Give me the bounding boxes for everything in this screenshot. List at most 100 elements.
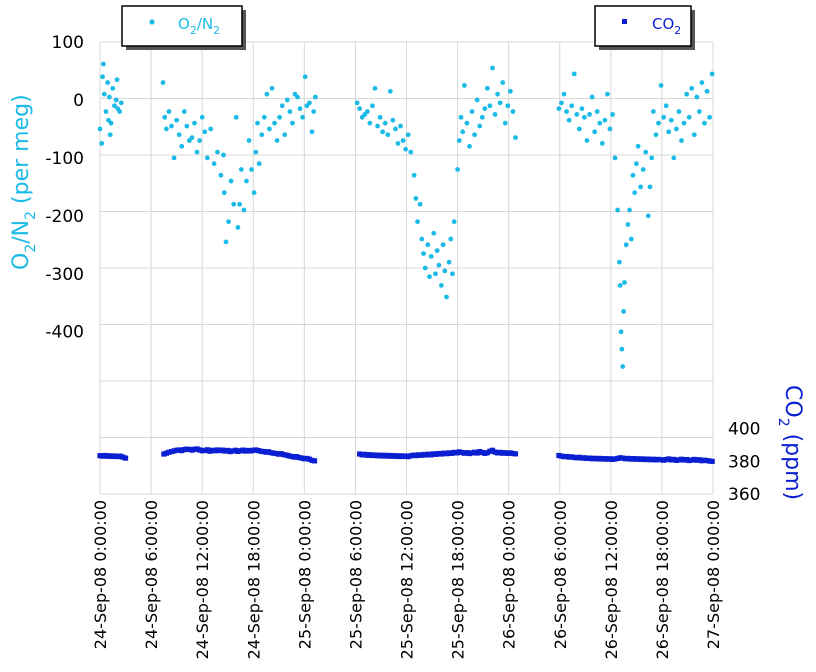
left-axis-ticks: 100 0 -100 -200 -300 -400 [45, 33, 84, 343]
o2n2-point [436, 262, 442, 268]
o2n2-point [671, 155, 677, 161]
o2n2-point [673, 126, 679, 132]
o2n2-point [181, 109, 187, 114]
o2n2-point [357, 106, 363, 112]
o2n2-point [704, 88, 710, 94]
o2n2-point [616, 259, 622, 265]
o2n2-point [477, 123, 483, 129]
x-tick-label: 26-Sep-08 12:00:00 [602, 500, 621, 659]
o2n2-point [439, 282, 444, 288]
o2n2-point [702, 120, 707, 126]
x-tick-label: 25-Sep-08 12:00:00 [398, 500, 417, 659]
legend-o2n2: O2/N2 [121, 5, 246, 50]
o2n2-point [199, 114, 205, 120]
o2n2-point [255, 120, 260, 126]
o2n2-point [272, 120, 277, 126]
o2n2-point [311, 109, 317, 114]
o2n2-point [114, 77, 120, 83]
o2n2-point [367, 120, 373, 126]
o2n2-point [393, 126, 398, 132]
o2n2-point [284, 97, 290, 103]
o2n2-point [421, 251, 426, 256]
o2n2-point [428, 254, 434, 259]
o2n2-point [413, 196, 419, 201]
o2n2-point [643, 149, 649, 155]
o2n2-point [497, 100, 503, 106]
o2n2-point [450, 271, 455, 277]
o2n2-point [382, 120, 388, 126]
x-tick-label: 24-Sep-08 0:00:00 [91, 500, 110, 649]
o2n2-point [251, 190, 257, 196]
o2n2-point [605, 91, 610, 97]
o2n2-point [107, 132, 113, 138]
o2n2-point [385, 132, 391, 138]
o2n2-point [492, 112, 498, 117]
o2n2-point [184, 123, 190, 129]
o2n2-point [117, 109, 122, 114]
o2n2-point [400, 138, 406, 143]
o2n2-point [467, 143, 472, 149]
legend-co2: CO2 [594, 5, 695, 50]
o2n2-point [419, 236, 425, 242]
o2n2-point [434, 248, 440, 254]
o2n2-point [686, 114, 692, 120]
o2n2-point [628, 236, 634, 242]
o2n2-point [461, 83, 467, 88]
o2n2-point [484, 85, 490, 91]
o2n2-point [561, 91, 567, 97]
o2n2-point [455, 167, 460, 172]
o2n2-point [694, 94, 700, 100]
o2n2-point [375, 123, 380, 129]
o2n2-point [458, 114, 464, 120]
o2n2-point [448, 236, 454, 242]
o2n2-point [559, 100, 564, 106]
o2n2-point [451, 219, 457, 225]
o2n2-point [221, 190, 227, 196]
o2n2-point [99, 141, 105, 146]
o2n2-point [574, 112, 580, 117]
o2n2-point [615, 207, 621, 213]
x-tick-label: 26-Sep-08 18:00:00 [653, 500, 672, 659]
o2n2-point [464, 120, 470, 126]
o2n2-point [668, 117, 674, 123]
o2n2-point [256, 161, 262, 167]
o2n2-point [625, 222, 631, 227]
o2n2-point [176, 132, 182, 138]
o2n2-point [500, 80, 506, 85]
o2n2-point [287, 109, 293, 114]
o2n2-point [162, 114, 168, 120]
o2n2-point [587, 112, 592, 117]
o2n2-point [244, 178, 249, 184]
o2n2-point [653, 132, 659, 138]
o2n2-point [370, 103, 375, 109]
o2n2-point [633, 161, 639, 167]
o2n2-point [620, 364, 626, 369]
o2n2-point [599, 141, 605, 146]
o2n2-point [627, 207, 632, 213]
o2n2-point [584, 138, 590, 143]
o2n2-point [208, 126, 214, 132]
o2n2-point [556, 106, 562, 112]
o2n2-point [696, 109, 702, 114]
o2n2-point [446, 259, 452, 265]
o2n2-point [417, 201, 423, 207]
legend-o2n2-marker [149, 19, 155, 25]
o2n2-point [160, 80, 166, 85]
legend-co2-marker [622, 19, 627, 24]
o2n2-point [649, 155, 655, 161]
o2n2-point [106, 94, 112, 100]
co2-point [709, 458, 715, 464]
right-axis-ticks: 400 380 360 [728, 420, 760, 505]
o2n2-point [597, 120, 603, 126]
o2n2-point [576, 126, 582, 132]
right-axis-title: CO2 (ppm) [775, 385, 805, 500]
o2n2-point [638, 184, 644, 190]
o2n2-point [502, 120, 508, 126]
o2n2-point [241, 207, 247, 213]
o2n2-point [699, 80, 705, 85]
o2n2-point [460, 129, 466, 135]
o2n2-point [354, 100, 360, 106]
o2n2-point [235, 225, 241, 230]
x-tick-label: 25-Sep-08 18:00:00 [449, 500, 468, 659]
x-tick-label: 24-Sep-08 12:00:00 [193, 500, 212, 659]
